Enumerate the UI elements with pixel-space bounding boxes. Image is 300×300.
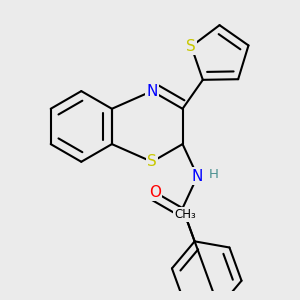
Text: H: H	[208, 168, 218, 181]
Text: S: S	[187, 39, 196, 54]
Text: O: O	[149, 185, 161, 200]
Text: N: N	[192, 169, 203, 184]
Text: N: N	[146, 84, 158, 99]
Text: S: S	[147, 154, 157, 169]
Text: CH₃: CH₃	[174, 208, 196, 221]
